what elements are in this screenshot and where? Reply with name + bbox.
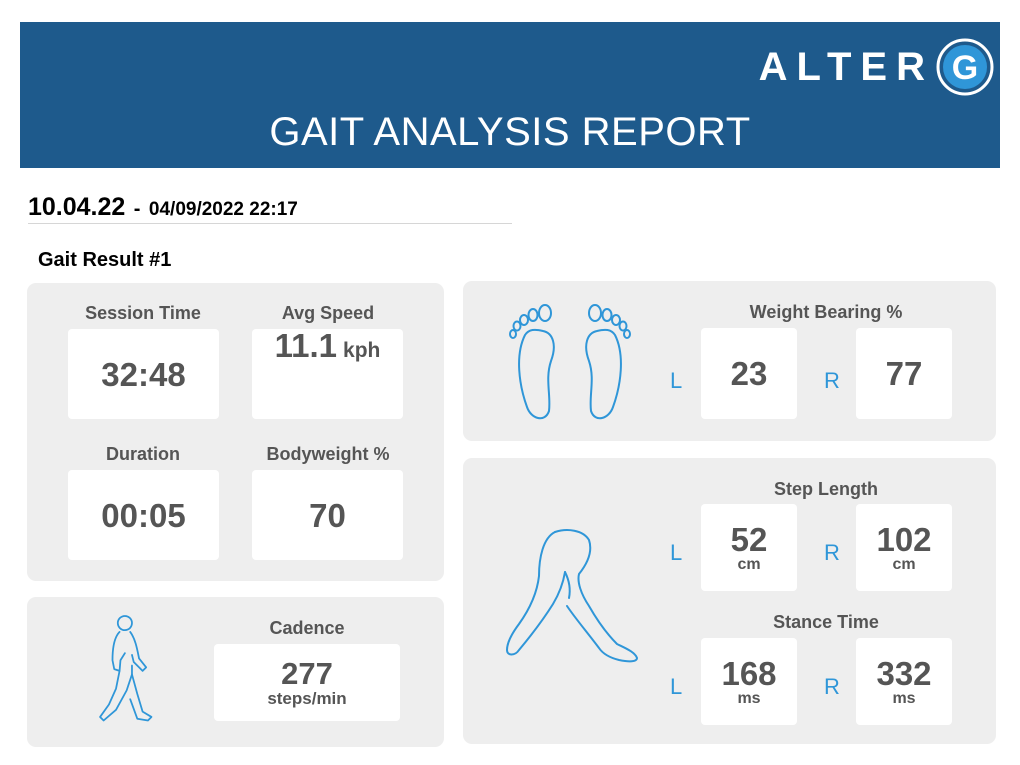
step-length-right-unit: cm (892, 555, 916, 573)
duration-value: 00:05 (101, 496, 186, 534)
weight-bearing-left-value: 23 (730, 355, 768, 392)
avg-speed-box: 11.1 kph (252, 329, 403, 419)
footprints-icon (509, 304, 631, 420)
bodyweight-box: 70 (252, 470, 403, 560)
logo-letter: G (952, 49, 978, 87)
session-datetime: 04/09/2022 22:17 (148, 199, 298, 220)
step-length-right-label: R (824, 540, 840, 565)
step-length-left-unit: cm (737, 555, 761, 573)
weight-bearing-right-value: 77 (885, 355, 923, 392)
bodyweight-label: Bodyweight % (266, 444, 390, 464)
stance-time-right-label: R (824, 674, 840, 699)
step-length-right-box: 102 cm (856, 504, 952, 591)
stance-time-right-unit: ms (892, 689, 916, 707)
weight-bearing-right-box: 77 (856, 328, 952, 419)
gait-result-title: Gait Result #1 (38, 249, 172, 271)
session-heading: 10.04.22 - 04/09/2022 22:17 (28, 193, 512, 224)
session-time-box: 32:48 (68, 329, 219, 419)
report-header: ALTER G GAIT ANALYSIS REPORT (20, 22, 1000, 168)
weight-bearing-label: Weight Bearing % (749, 302, 903, 322)
step-length-label: Step Length (774, 479, 878, 499)
session-time-value: 32:48 (101, 355, 186, 393)
duration-label: Duration (106, 444, 180, 464)
avg-speed-unit: kph (343, 339, 381, 362)
legs-stride-icon (506, 529, 638, 663)
walking-person-icon (99, 615, 153, 722)
report-title: GAIT ANALYSIS REPORT (269, 110, 751, 154)
stance-time-left-unit: ms (737, 689, 761, 707)
avg-speed-label: Avg Speed (281, 303, 375, 323)
session-time-label: Session Time (85, 303, 201, 323)
step-length-right-value: 102 (876, 520, 932, 558)
cadence-label: Cadence (269, 618, 345, 638)
alterg-logo: ALTER G (759, 36, 994, 98)
stance-time-left-box: 168 ms (701, 638, 797, 725)
cadence-box: 277 steps/min (214, 644, 400, 721)
stance-time-right-value: 332 (876, 654, 932, 692)
stance-time-right-box: 332 ms (856, 638, 952, 725)
step-length-left-label: L (670, 540, 683, 565)
duration-box: 00:05 (68, 470, 219, 560)
session-separator: - (133, 198, 141, 220)
session-name: 10.04.22 (28, 193, 126, 221)
logo-text: ALTER (758, 44, 934, 89)
stance-time-label: Stance Time (773, 612, 879, 632)
bodyweight-value: 70 (309, 496, 346, 534)
cadence-panel: Cadence 277 steps/min (27, 597, 444, 747)
stride-panel: Step Length L 52 cm R 102 cm Stance Time… (463, 458, 996, 744)
weight-bearing-left-box: 23 (701, 328, 797, 419)
stance-time-left-label: L (670, 674, 683, 699)
alterg-g-logo-icon: G (936, 38, 994, 96)
avg-speed-value: 11.1 (274, 327, 338, 364)
step-length-left-box: 52 cm (701, 504, 797, 591)
summary-panel: Session Time 32:48 Avg Speed 11.1 kph Du… (27, 283, 444, 581)
weight-bearing-left-label: L (670, 368, 683, 393)
stance-time-left-value: 168 (721, 654, 777, 692)
cadence-unit: steps/min (267, 689, 347, 708)
step-length-left-value: 52 (730, 520, 768, 558)
weight-bearing-panel: Weight Bearing % L 23 R 77 (463, 281, 996, 441)
cadence-value: 277 (281, 656, 333, 691)
weight-bearing-right-label: R (824, 368, 840, 393)
